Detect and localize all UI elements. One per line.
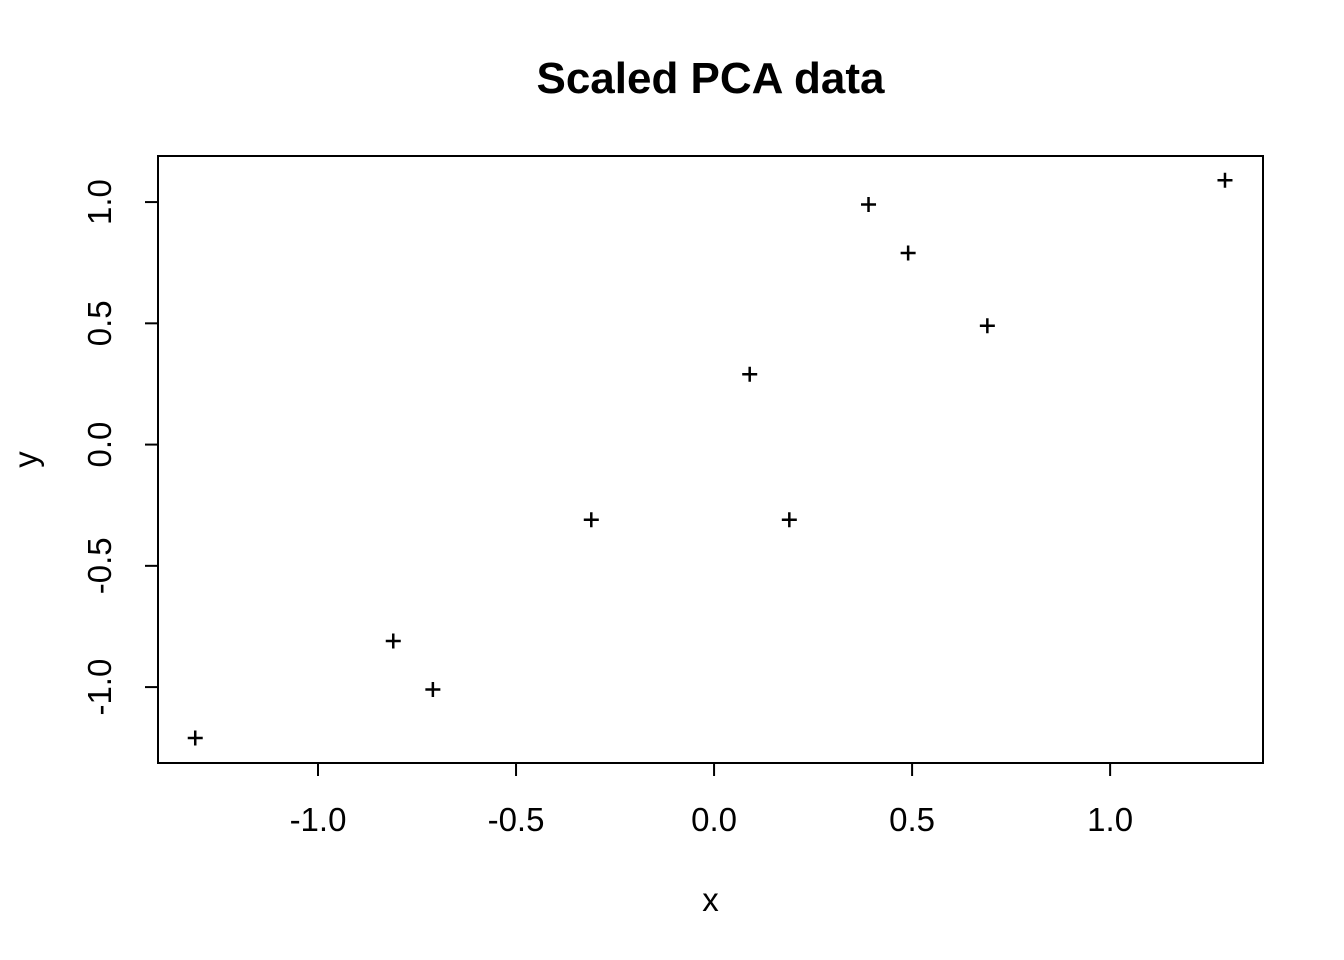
x-tick-label: -0.5 <box>488 801 545 838</box>
y-axis-label: y <box>7 451 44 468</box>
y-axis: -1.0 -0.5 0.0 0.5 1.0 <box>81 179 158 716</box>
x-axis-label: x <box>702 881 719 918</box>
data-point-marker <box>900 245 916 261</box>
y-tick-label: -0.5 <box>81 537 118 594</box>
data-point-marker <box>583 512 599 528</box>
chart-title: Scaled PCA data <box>536 54 885 103</box>
x-tick-label: 1.0 <box>1087 801 1133 838</box>
data-point-marker <box>1217 172 1233 188</box>
y-tick-label: 0.0 <box>81 422 118 468</box>
x-tick-label: 0.0 <box>691 801 737 838</box>
data-point-marker <box>385 633 401 649</box>
data-point-marker <box>425 682 441 698</box>
data-point-marker <box>781 512 797 528</box>
data-point-marker <box>861 197 877 213</box>
data-points-layer <box>187 172 1233 746</box>
plot-box <box>157 155 1264 764</box>
x-tick-label: -1.0 <box>290 801 347 838</box>
y-tick-label: 1.0 <box>81 179 118 225</box>
x-tick-label: 0.5 <box>889 801 935 838</box>
y-tick-label: 0.5 <box>81 300 118 346</box>
data-point-marker <box>979 318 995 334</box>
data-point-marker <box>187 730 203 746</box>
data-point-marker <box>742 366 758 382</box>
y-tick-label: -1.0 <box>81 659 118 716</box>
x-axis: -1.0 -0.5 0.0 0.5 1.0 <box>290 763 1133 838</box>
